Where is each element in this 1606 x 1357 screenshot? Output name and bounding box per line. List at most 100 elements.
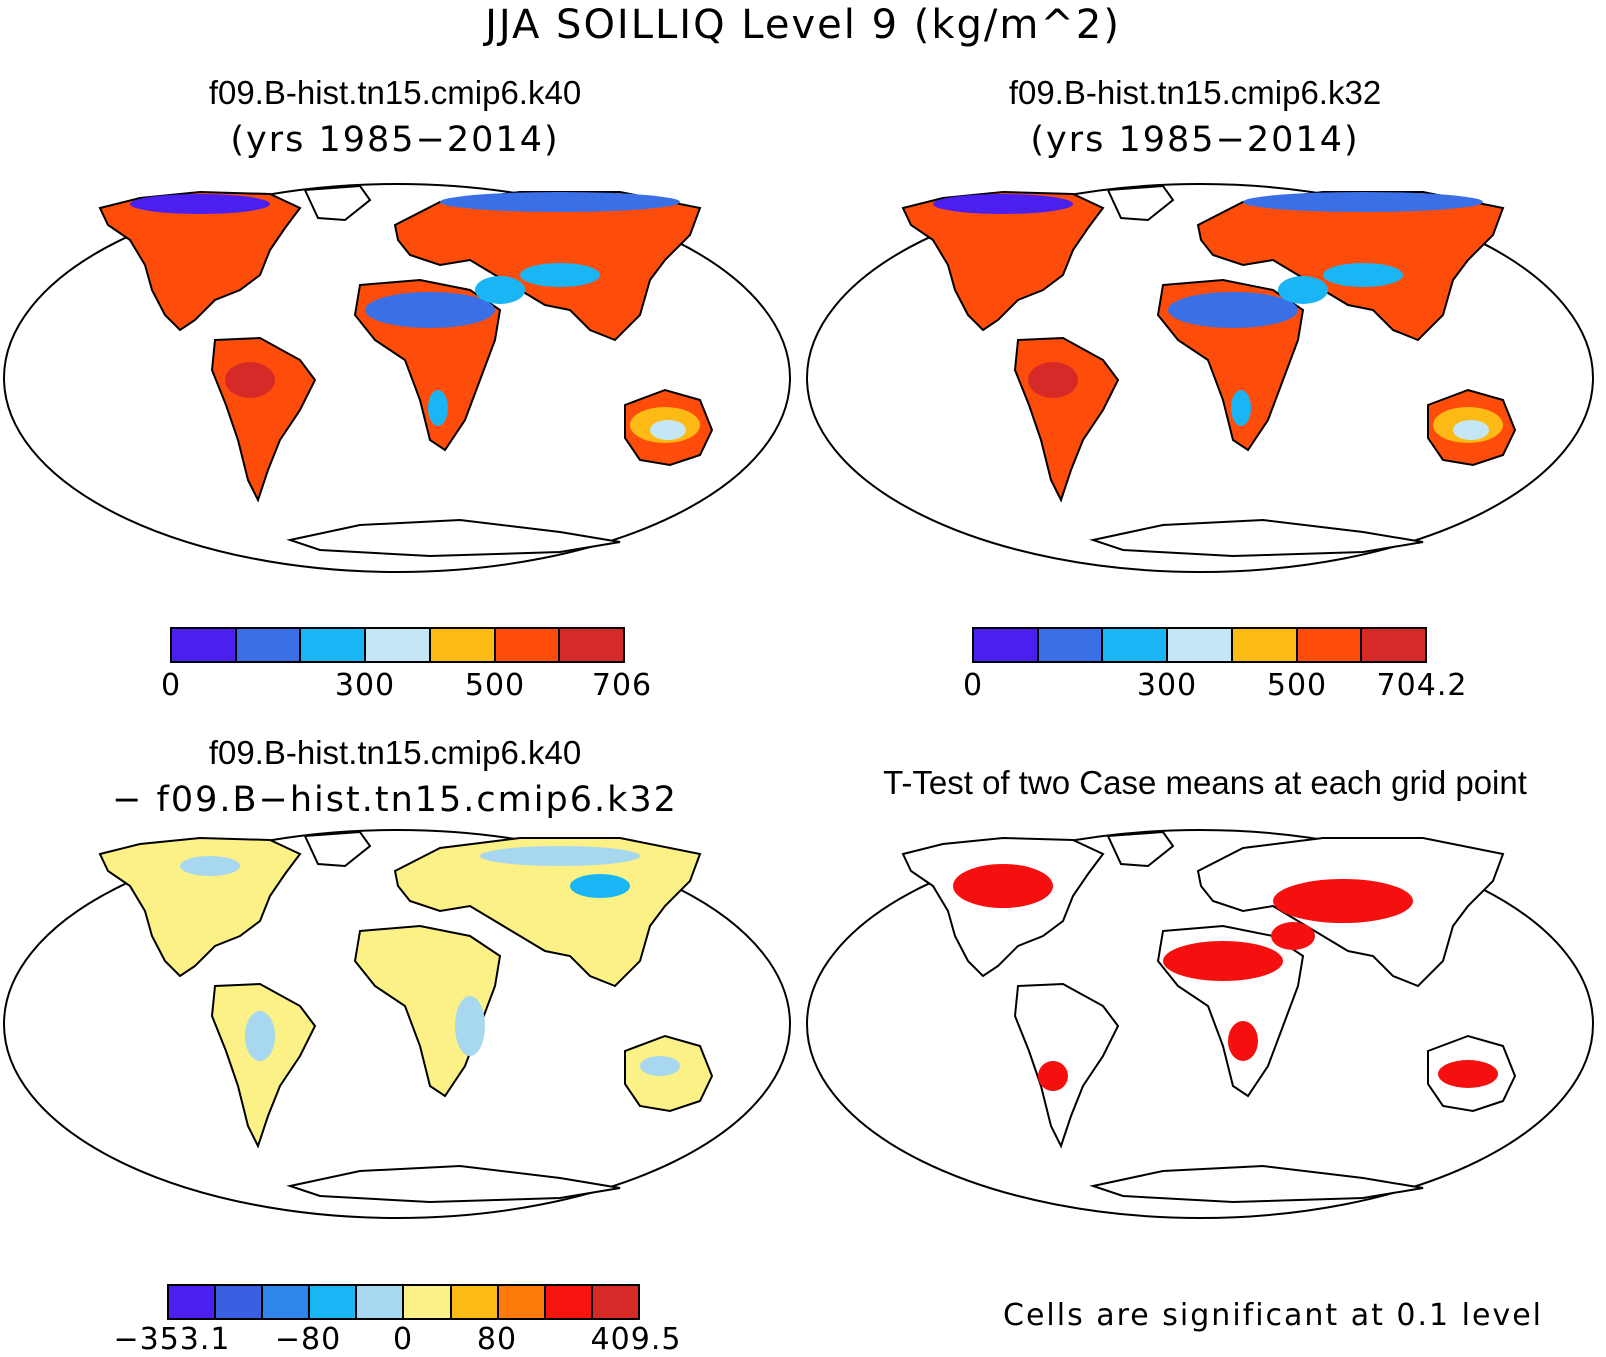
significant-patch-arabia [1271, 922, 1315, 950]
panel2-map-svg [806, 183, 1594, 573]
colorbar-swatch-0 [974, 629, 1039, 661]
panel1-map-svg [3, 183, 791, 573]
continent-africa [353, 924, 502, 1098]
continent-greenland [303, 184, 372, 222]
colorbar-swatch-0 [169, 1286, 217, 1318]
field-patch-arabia [1278, 276, 1328, 304]
colorbar-swatch-9 [592, 1286, 638, 1318]
field-patch-sahara [1168, 292, 1298, 328]
field-patch-amazon [1028, 362, 1078, 398]
field-patch-africa-east [455, 996, 485, 1056]
colorbar-swatch-2 [301, 629, 367, 661]
colorbar-swatch-3 [1168, 629, 1233, 661]
significant-patch-south-america [1038, 1061, 1068, 1091]
panel2-title: f09.B-hist.tn15.cmip6.k32 [1008, 74, 1382, 111]
panel1-title: f09.B-hist.tn15.cmip6.k40 [208, 74, 582, 111]
figure-title: JJA SOILLIQ Level 9 (kg/m^2) [485, 2, 1121, 48]
field-patch-arctic-canada [130, 194, 270, 214]
field-patch-canada [180, 856, 240, 876]
colorbar-swatch-0 [172, 629, 237, 661]
panel3-tick-0: −353.1 [113, 1322, 231, 1357]
panel2-tick-3: 704.2 [1376, 668, 1468, 703]
field-patch-siberia [440, 192, 680, 212]
continent-north-america [98, 190, 302, 332]
panel1-tick-3: 706 [591, 668, 653, 703]
colorbar-swatch-5 [404, 1286, 452, 1318]
panel3-map [0, 826, 795, 1222]
colorbar-swatch-1 [236, 629, 302, 661]
panel2-tick-1: 300 [1136, 668, 1198, 703]
continent-north-america [901, 190, 1105, 332]
panel1-subtitle: (yrs 1985−2014) [230, 120, 560, 160]
continent-antarctica [1089, 518, 1424, 558]
continent-greenland [1106, 184, 1175, 222]
panel2-tick-0: 0 [962, 668, 984, 703]
panel4-map-svg [806, 829, 1594, 1219]
field-patch-australia [640, 1056, 680, 1076]
panel3-tick-1: −80 [274, 1322, 342, 1357]
colorbar-swatch-4 [357, 1286, 405, 1318]
colorbar-swatch-3 [310, 1286, 358, 1318]
significant-patch-north-america [953, 864, 1053, 908]
colorbar-swatch-5 [495, 629, 561, 661]
colorbar-swatch-6 [560, 629, 624, 661]
field-patch-south-america [245, 1011, 275, 1061]
panel3-title: f09.B-hist.tn15.cmip6.k40 [208, 734, 582, 771]
colorbar-swatch-4 [1232, 629, 1298, 661]
field-patch-arctic-canada [933, 194, 1073, 214]
colorbar-swatch-8 [545, 1286, 593, 1318]
field-patch-southern-africa [1231, 390, 1251, 426]
panel1-tick-2: 500 [464, 668, 526, 703]
continent-south-america [210, 982, 317, 1149]
colorbar-swatch-6 [1362, 629, 1426, 661]
panel3-tick-2: 0 [392, 1322, 414, 1357]
continent-greenland [303, 830, 372, 868]
continent-antarctica [286, 1164, 621, 1204]
continent-south-america [1013, 982, 1120, 1149]
continent-antarctica [286, 518, 621, 558]
colorbar-swatch-6 [451, 1286, 499, 1318]
field-patch-australia-core [650, 420, 686, 440]
colorbar-swatch-2 [263, 1286, 311, 1318]
field-patch-asia [570, 874, 630, 898]
panel2-tick-2: 500 [1266, 668, 1328, 703]
panel2-subtitle: (yrs 1985−2014) [1030, 120, 1360, 160]
colorbar-swatch-2 [1103, 629, 1169, 661]
panel4-title: T-Test of two Case means at each grid po… [883, 764, 1527, 801]
colorbar-swatch-1 [1038, 629, 1104, 661]
colorbar-swatch-1 [216, 1286, 264, 1318]
significant-patch-sahara [1163, 941, 1283, 981]
colorbar-swatch-3 [366, 629, 431, 661]
continent-north-america [98, 836, 302, 978]
continent-eurasia [393, 837, 702, 988]
significant-patch-australia [1438, 1060, 1498, 1088]
panel4-note: Cells are significant at 0.1 level [1003, 1298, 1544, 1333]
panel3-map-svg [3, 829, 791, 1219]
significant-patch-southern-africa [1228, 1021, 1258, 1061]
colorbar-swatch-5 [1297, 629, 1363, 661]
panel1-map [0, 180, 795, 576]
panel3-tick-3: 80 [476, 1322, 518, 1357]
field-patch-amazon [225, 362, 275, 398]
field-patch-siberia [480, 846, 640, 866]
field-patch-southern-africa [428, 390, 448, 426]
significant-patch-central-asia [1273, 879, 1413, 923]
field-patch-central-asia [520, 263, 600, 287]
panel1-tick-0: 0 [160, 668, 182, 703]
panel2-map [803, 180, 1598, 576]
continent-antarctica [1089, 1164, 1424, 1204]
field-patch-sahara [365, 292, 495, 328]
panel3-colorbar [167, 1284, 640, 1320]
field-patch-central-asia [1323, 263, 1403, 287]
colorbar-swatch-7 [498, 1286, 546, 1318]
panel3-subtitle: − f09.B−hist.tn15.cmip6.k32 [112, 780, 678, 820]
field-patch-arabia [475, 276, 525, 304]
panel1-colorbar [170, 627, 625, 663]
field-patch-australia-core [1453, 420, 1489, 440]
continent-greenland [1106, 830, 1175, 868]
colorbar-swatch-4 [430, 629, 496, 661]
panel1-tick-1: 300 [334, 668, 396, 703]
panel2-colorbar [972, 627, 1427, 663]
panel3-tick-4: 409.5 [590, 1322, 682, 1357]
panel4-map [803, 826, 1598, 1222]
